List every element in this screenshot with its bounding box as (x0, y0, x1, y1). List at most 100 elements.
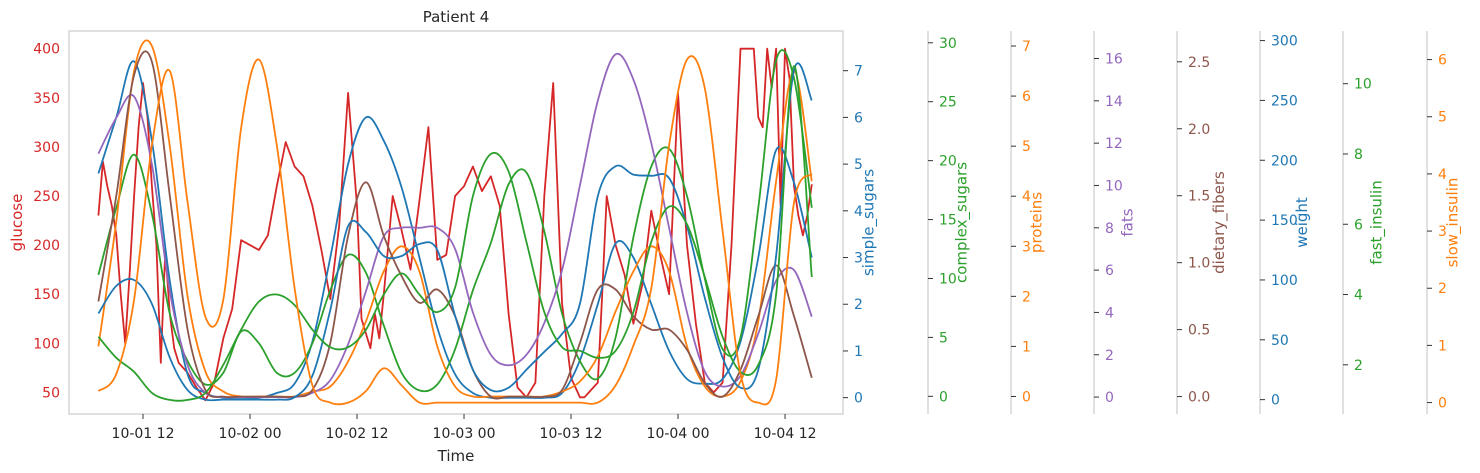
y-axis-slow_insulin: 0 1 2 3 4 5 6 slow_insulin (1426, 31, 1462, 414)
y-tick-label: 4 (854, 204, 863, 220)
series-line-slow_insulin (97, 55, 813, 406)
y-tick-label: 1 (1438, 338, 1447, 354)
y-tick-label: 2.5 (1188, 55, 1210, 71)
y-tick-label: 25 (939, 95, 957, 111)
y-axis-label-complex_sugars: complex_sugars (953, 162, 972, 283)
y-tick-label: 250 (33, 189, 60, 205)
y-tick-label: 0 (1105, 390, 1114, 406)
chart-title: Patient 4 (423, 8, 490, 26)
y-axis-weight: 0 50 100 150 200 250 300 weight (1259, 31, 1311, 414)
x-tick-label: 10-02 12 (326, 426, 389, 442)
y-tick-label: 10 (1354, 77, 1372, 93)
x-tick-label: 10-04 12 (754, 426, 817, 442)
y-axis-label-simple_sugars: simple_sugars (859, 169, 878, 276)
axes-layer: 10-01 12 10-02 00 10-02 12 10-03 00 10-03 12… (8, 31, 1462, 442)
y-tick-label: 0 (854, 391, 863, 407)
plot-frame (68, 30, 844, 415)
y-tick-label: 2 (1354, 358, 1363, 374)
y-tick-label: 5 (1022, 139, 1031, 155)
y-tick-label: 4 (1022, 189, 1031, 205)
y-tick-label: 6 (1354, 217, 1363, 233)
series-line-complex_sugars (97, 49, 813, 393)
series-line-weight (97, 62, 813, 402)
y-tick-label: 8 (1354, 147, 1363, 163)
plot-border (68, 30, 844, 415)
y-tick-label: 300 (1271, 34, 1298, 50)
y-axis-fast_insulin: 2 4 6 8 10 fast_insulin (1342, 31, 1387, 414)
series-line-fast_insulin (97, 65, 813, 402)
series-layer (97, 39, 813, 406)
y-tick-label: 30 (939, 36, 957, 52)
y-tick-label: 2 (1022, 289, 1031, 305)
y-axis-label-dietary_fibers: dietary_fibers (1210, 171, 1229, 274)
y-tick-label: 0 (1022, 389, 1031, 405)
y-tick-label: 4 (1438, 167, 1447, 183)
y-tick-label: 7 (854, 64, 863, 80)
y-tick-label: 0 (1438, 396, 1447, 412)
y-axis-label-fast_insulin: fast_insulin (1368, 180, 1387, 265)
y-tick-label: 8 (1105, 221, 1114, 237)
y-tick-label: 2.0 (1188, 122, 1210, 138)
y-tick-label: 5 (1438, 110, 1447, 126)
y-tick-label: 16 (1105, 52, 1123, 68)
series-line-proteins (97, 39, 813, 399)
y-tick-label: 14 (1105, 94, 1123, 110)
y-tick-label: 1 (854, 344, 863, 360)
y-tick-label: 150 (1271, 213, 1298, 229)
y-axis-proteins: 0 1 2 3 4 5 6 7 proteins (1010, 31, 1045, 414)
series-line-dietary_fibers (97, 50, 813, 400)
x-tick-label: 10-01 12 (112, 426, 175, 442)
y-tick-label: 2 (854, 297, 863, 313)
y-axis-label-proteins: proteins (1027, 192, 1045, 253)
y-tick-label: 2 (1105, 348, 1114, 364)
y-tick-label: 3 (1022, 239, 1031, 255)
y-tick-label: 100 (1271, 273, 1298, 289)
y-tick-label: 5 (939, 330, 948, 346)
y-tick-label: 150 (33, 287, 60, 303)
y-tick-label: 7 (1022, 39, 1031, 55)
y-tick-label: 0 (939, 389, 948, 405)
series-line-glucose (97, 47, 813, 402)
y-tick-label: 10 (939, 271, 957, 287)
y-tick-label: 300 (33, 140, 60, 156)
y-tick-label: 3 (854, 251, 863, 267)
y-tick-label: 1.0 (1188, 256, 1210, 272)
x-tick-label: 10-04 00 (647, 426, 710, 442)
x-axis-label: Time (437, 447, 475, 465)
x-tick-label: 10-03 12 (540, 426, 603, 442)
y-axis-label-weight: weight (1293, 197, 1311, 248)
y-tick-label: 200 (1271, 153, 1298, 169)
y-axis-simple_sugars: 0 1 2 3 4 5 6 7 simple_sugars (843, 64, 878, 407)
y-tick-label: 12 (1105, 136, 1123, 152)
y-tick-label: 4 (1105, 305, 1114, 321)
y-tick-label: 200 (33, 238, 60, 254)
y-tick-label: 6 (1438, 53, 1447, 69)
y-tick-label: 350 (33, 91, 60, 107)
x-tick-label: 10-02 00 (219, 426, 282, 442)
y-tick-label: 0 (1271, 393, 1280, 409)
y-tick-label: 1.5 (1188, 189, 1210, 205)
y-tick-label: 0.5 (1188, 323, 1210, 339)
y-axis-fats: 0 2 4 6 8 10 12 14 16 fats (1093, 31, 1137, 414)
y-axis-complex_sugars: 0 5 10 15 20 25 30 complex_sugars (927, 31, 972, 414)
y-tick-label: 100 (33, 336, 60, 352)
y-tick-label: 15 (939, 213, 957, 229)
y-tick-label: 20 (939, 154, 957, 170)
y-tick-label: 1 (1022, 339, 1031, 355)
x-tick-label: 10-03 00 (433, 426, 496, 442)
y-tick-label: 6 (1022, 89, 1031, 105)
y-axis-glucose: 50 100 150 200 250 300 350 400 glucose (8, 42, 60, 402)
y-tick-label: 50 (42, 385, 60, 401)
y-tick-label: 3 (1438, 224, 1447, 240)
y-tick-label: 250 (1271, 93, 1298, 109)
y-axis-dietary_fibers: 0.0 0.5 1.0 1.5 2.0 2.5 dietary_fibers (1176, 31, 1229, 414)
y-tick-label: 0.0 (1188, 390, 1210, 406)
y-tick-label: 6 (854, 110, 863, 126)
y-tick-label: 4 (1354, 288, 1363, 304)
y-tick-label: 2 (1438, 281, 1447, 297)
y-tick-label: 10 (1105, 178, 1123, 194)
y-tick-label: 50 (1271, 333, 1289, 349)
y-axis-label-fats: fats (1119, 208, 1137, 236)
series-line-fats (97, 52, 813, 399)
